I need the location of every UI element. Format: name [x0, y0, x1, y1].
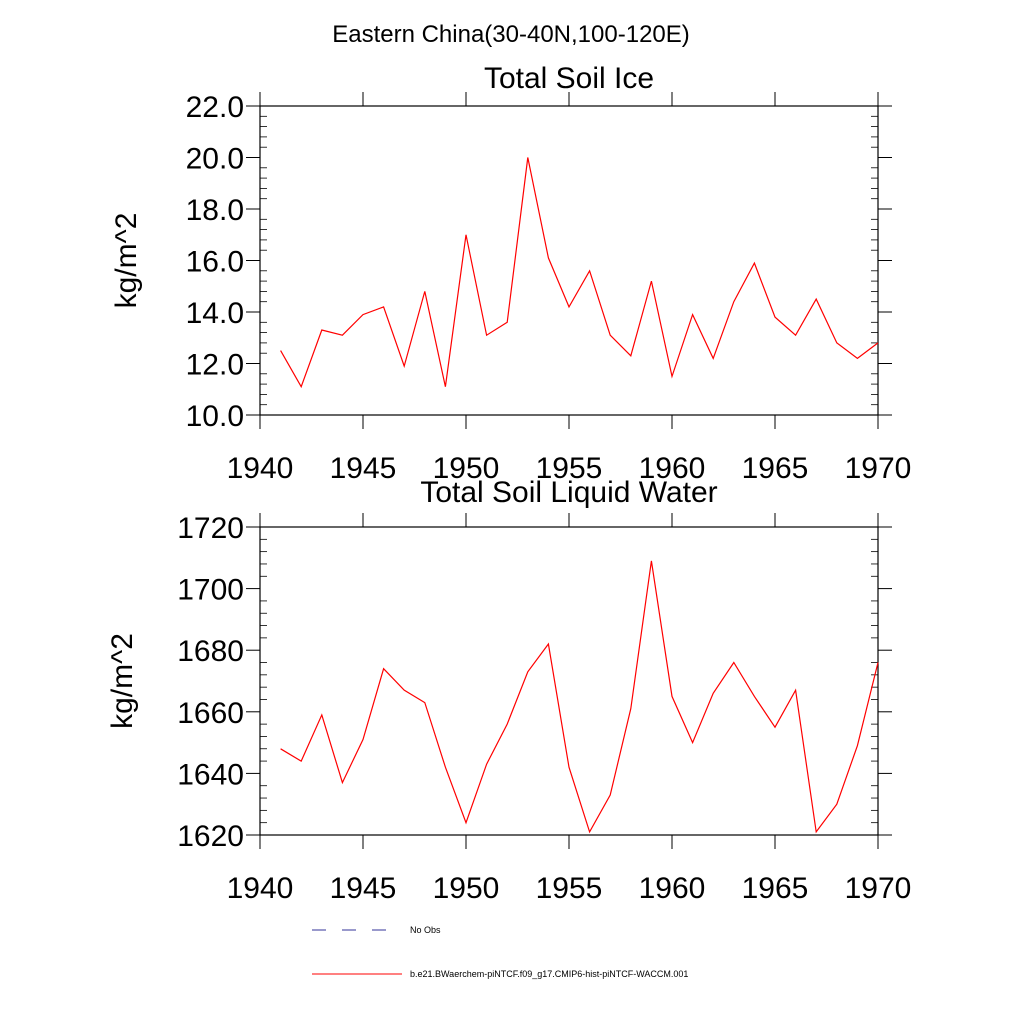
y-tick-label: 20.0	[186, 143, 244, 176]
y-tick-label: 22.0	[186, 91, 244, 124]
y-tick-label: 1720	[177, 512, 244, 545]
y-axis-label: kg/m^2	[110, 213, 143, 309]
series-line	[280, 157, 879, 389]
y-tick-label: 10.0	[186, 400, 244, 433]
y-tick-label: 1660	[177, 697, 244, 730]
x-tick-label: 1960	[639, 872, 706, 905]
x-tick-label: 1965	[742, 452, 809, 485]
y-axis-label: kg/m^2	[106, 633, 139, 729]
panel-title: Total Soil Liquid Water	[420, 476, 717, 509]
y-tick-label: 1700	[177, 574, 244, 607]
figure-title: Eastern China(30-40N,100-120E)	[332, 21, 690, 48]
y-tick-label: 1620	[177, 820, 244, 853]
x-tick-label: 1960	[639, 452, 706, 485]
y-tick-label: 16.0	[186, 246, 244, 279]
series-line	[280, 560, 879, 834]
legend-obs-label: No Obs	[410, 925, 441, 935]
x-tick-label: 1955	[536, 872, 603, 905]
x-tick-label: 1945	[330, 452, 397, 485]
plot-frame	[259, 526, 879, 836]
x-tick-label: 1970	[845, 452, 912, 485]
y-tick-label: 12.0	[186, 349, 244, 382]
y-tick-label: 1640	[177, 758, 244, 791]
x-tick-label: 1950	[433, 872, 500, 905]
x-tick-label: 1955	[536, 452, 603, 485]
legend-model-label: b.e21.BWaerchem-piNTCF.f09_g17.CMIP6-his…	[410, 969, 688, 979]
plot-frame	[259, 105, 879, 416]
x-tick-label: 1965	[742, 872, 809, 905]
x-tick-label: 1940	[227, 872, 294, 905]
soil-liquid-water-panel: Total Soil Liquid Water kg/m^2 1940 1945 195…	[106, 476, 911, 905]
x-tick-label: 1940	[227, 452, 294, 485]
y-tick-label: 14.0	[186, 297, 244, 330]
x-tick-label: 1945	[330, 872, 397, 905]
y-tick-label: 1680	[177, 635, 244, 668]
y-tick-label: 18.0	[186, 194, 244, 227]
panel-title: Total Soil Ice	[484, 62, 654, 95]
x-tick-label: 1970	[845, 872, 912, 905]
soil-ice-panel: Total Soil Ice kg/m^2 1940 1945 1950 1955 1960…	[110, 62, 911, 485]
x-tick-label: 1950	[433, 452, 500, 485]
legend: No Obs b.e21.BWaerchem-piNTCF.f09_g17.CM…	[312, 925, 688, 979]
